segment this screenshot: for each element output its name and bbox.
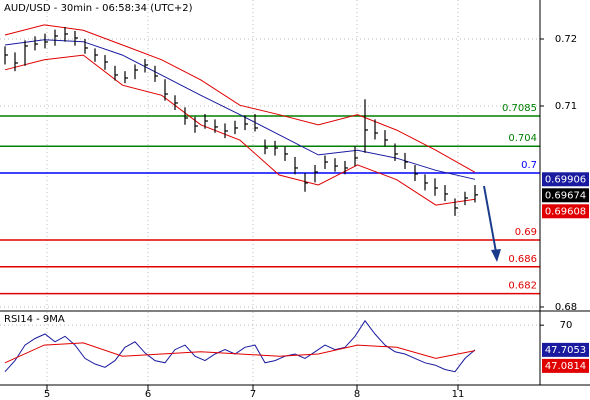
y-tick-label: 0.71 [555, 101, 577, 112]
level-label: 0.7 [521, 160, 537, 171]
x-tick-label: 7 [250, 389, 256, 400]
value-box-label: 0.69906 [545, 174, 586, 185]
arrow-shaft [483, 185, 497, 253]
rsi-line [4, 319, 476, 373]
arrow-head [491, 249, 501, 262]
x-tick-label: 6 [145, 389, 151, 400]
y-tick-label: 70 [560, 320, 573, 331]
value-box-label: 47.0814 [545, 361, 586, 372]
value-box-label: 0.69674 [545, 190, 586, 201]
value-box [542, 172, 589, 187]
value-box [542, 342, 589, 357]
y-tick-label: 0.68 [555, 302, 577, 313]
value-box-label: 0.69608 [545, 206, 586, 217]
value-box [542, 358, 589, 373]
y-tick-label: 0.72 [555, 34, 577, 45]
rsi-title: RSI14 - 9MA [4, 314, 65, 325]
chart-title: AUD/USD - 30min - 06:58:34 (UTC+2) [4, 3, 193, 14]
lower-band [4, 54, 476, 206]
x-tick-label: 5 [44, 389, 50, 400]
x-tick-label: 8 [354, 389, 360, 400]
value-box-label: 47.7053 [545, 345, 586, 356]
value-box [542, 188, 589, 203]
value-box [542, 204, 589, 219]
rsi-ma [4, 342, 476, 364]
level-label: 0.69 [515, 227, 537, 238]
level-label: 0.682 [508, 281, 537, 292]
level-label: 0.686 [508, 254, 537, 265]
level-label: 0.704 [508, 133, 537, 144]
forecast-arrow [483, 185, 501, 262]
moving-average [4, 39, 476, 180]
upper-band [4, 24, 476, 173]
level-label: 0.7085 [502, 103, 537, 114]
x-tick-label: 11 [452, 389, 465, 400]
